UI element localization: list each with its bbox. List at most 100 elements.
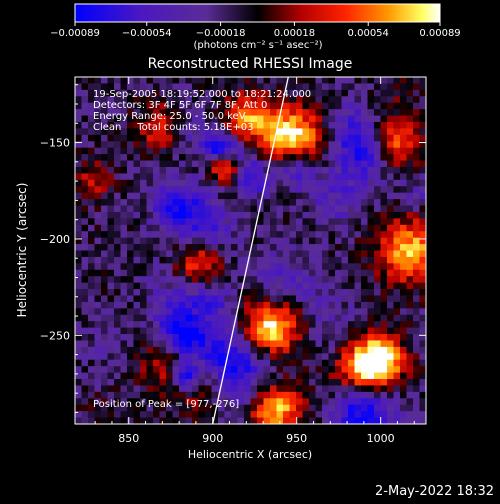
heatmap-cell (341, 385, 349, 393)
heatmap-cell (185, 244, 193, 251)
heatmap-cell (172, 160, 180, 168)
heatmap-cell (127, 295, 134, 303)
heatmap-cell (146, 224, 154, 232)
heatmap-cell (159, 179, 167, 187)
heatmap-cell (335, 359, 342, 367)
heatmap-cell (159, 366, 167, 373)
heatmap-cell (419, 224, 426, 232)
heatmap-cell (341, 205, 349, 213)
heatmap-cell (88, 186, 95, 194)
heatmap-cell (211, 160, 219, 168)
heatmap-cell (192, 199, 199, 206)
heatmap-cell (270, 211, 277, 219)
heatmap-cell (322, 327, 329, 335)
heatmap-cell (205, 134, 212, 142)
heatmap-cell (114, 166, 121, 174)
heatmap-cell (406, 359, 414, 367)
heatmap-cell (244, 321, 251, 329)
heatmap-cell (380, 179, 388, 187)
heatmap-cell (393, 128, 401, 136)
heatmap-cell (211, 282, 219, 290)
heatmap-cell (322, 295, 329, 303)
heatmap-cell (75, 346, 82, 354)
heatmap-cell (88, 308, 95, 316)
colorbar-tick-label: 0.00054 (348, 28, 389, 39)
heatmap-cell (192, 160, 199, 168)
heatmap-cell (211, 379, 219, 386)
heatmap-cell (133, 289, 141, 296)
heatmap-cell (348, 404, 355, 412)
heatmap-cell (133, 256, 141, 264)
heatmap-cell (88, 96, 95, 104)
heatmap-cell (218, 391, 225, 399)
heatmap-cell (283, 398, 290, 406)
heatmap-cell (354, 301, 362, 309)
heatmap-cell (211, 308, 219, 316)
heatmap-cell (153, 192, 160, 200)
heatmap-cell (335, 109, 342, 116)
heatmap-cell (413, 173, 420, 181)
heatmap-cell (328, 295, 336, 303)
heatmap-cell (179, 199, 186, 206)
heatmap-cell (270, 218, 277, 226)
heatmap-cell (192, 109, 199, 116)
heatmap-cell (419, 192, 426, 200)
heatmap-cell (361, 218, 368, 226)
heatmap-cell (413, 366, 420, 373)
heatmap-cell (94, 385, 102, 393)
heatmap-cell (179, 263, 186, 271)
heatmap-cell (250, 121, 258, 129)
heatmap-cell (140, 417, 147, 424)
heatmap-cell (328, 263, 336, 271)
heatmap-cell (283, 301, 290, 309)
heatmap-cell (205, 141, 212, 149)
heatmap-cell (315, 218, 323, 226)
heatmap-cell (289, 385, 297, 393)
heatmap-cell (159, 231, 167, 239)
heatmap-cell (354, 385, 362, 393)
heatmap-cell (107, 166, 115, 174)
heatmap-cell (153, 276, 160, 284)
heatmap-cell (146, 340, 154, 348)
heatmap-cell (413, 276, 420, 284)
heatmap-cell (146, 205, 154, 213)
heatmap-cell (140, 289, 147, 296)
heatmap-cell (322, 179, 329, 187)
heatmap-cell (198, 314, 206, 322)
heatmap-cell (354, 218, 362, 226)
heatmap-cell (387, 308, 394, 316)
heatmap-cell (88, 417, 95, 424)
heatmap-cell (341, 269, 349, 277)
heatmap-cell (289, 269, 297, 277)
heatmap-cell (380, 83, 388, 91)
heatmap-cell (413, 102, 420, 110)
heatmap-cell (211, 359, 219, 367)
heatmap-cell (75, 154, 82, 161)
heatmap-cell (276, 359, 284, 367)
heatmap-cell (185, 269, 193, 277)
heatmap-cell (315, 372, 323, 380)
heatmap-cell (283, 282, 290, 290)
heatmap-cell (387, 121, 394, 129)
heatmap-cell (120, 128, 128, 136)
heatmap-cell (133, 269, 141, 277)
heatmap-cell (270, 340, 277, 348)
footer-timestamp: 2-May-2022 18:32 (375, 484, 494, 499)
heatmap-cell (185, 199, 193, 206)
heatmap-cell (413, 359, 420, 367)
heatmap-cell (270, 398, 277, 406)
heatmap-cell (218, 109, 225, 116)
heatmap-cell (218, 404, 225, 412)
heatmap-cell (322, 141, 329, 149)
heatmap-cell (205, 109, 212, 116)
heatmap-cell (283, 205, 290, 213)
heatmap-cell (88, 160, 95, 168)
heatmap-cell (374, 115, 381, 123)
heatmap-cell (159, 346, 167, 354)
heatmap-cell (107, 128, 115, 136)
heatmap-cell (348, 89, 355, 97)
heatmap-cell (341, 353, 349, 361)
heatmap-cell (244, 411, 251, 418)
heatmap-cell (374, 379, 381, 386)
heatmap-cell (335, 224, 342, 232)
